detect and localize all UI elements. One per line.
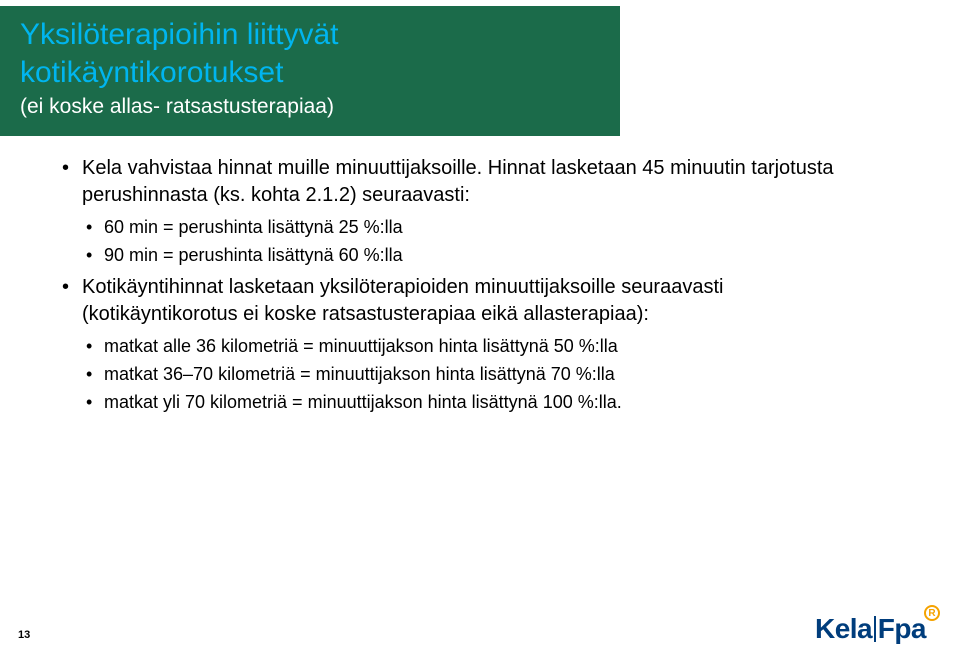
registered-badge-icon: R [924, 605, 940, 621]
bullet-list: Kela vahvistaa hinnat muille minuuttijak… [62, 155, 882, 414]
sub-item-text: matkat alle 36 kilometriä = minuuttijaks… [104, 336, 618, 356]
sub-list: 60 min = perushinta lisättynä 25 %:lla 9… [82, 215, 882, 268]
sub-item-text: matkat 36–70 kilometriä = minuuttijakson… [104, 364, 615, 384]
slide-title: Yksilöterapioihin liittyvät kotikäyntiko… [20, 16, 600, 91]
content-area: Kela vahvistaa hinnat muille minuuttijak… [62, 155, 882, 420]
logo-fpa-wrap: Fpa R [878, 613, 926, 645]
logo-fpa-text: Fpa [878, 613, 926, 644]
kela-fpa-logo: Kela Fpa R [815, 613, 926, 645]
slide-subtitle: (ei koske allas- ratsastusterapiaa) [20, 93, 600, 120]
sub-list-item: 60 min = perushinta lisättynä 25 %:lla [82, 215, 882, 239]
header-banner: Yksilöterapioihin liittyvät kotikäyntiko… [0, 6, 620, 136]
sub-list-item: matkat alle 36 kilometriä = minuuttijaks… [82, 334, 882, 358]
page-number: 13 [18, 629, 30, 641]
sub-list-item: 90 min = perushinta lisättynä 60 %:lla [82, 243, 882, 267]
sub-list: matkat alle 36 kilometriä = minuuttijaks… [82, 334, 882, 415]
sub-item-text: 90 min = perushinta lisättynä 60 %:lla [104, 245, 403, 265]
sub-list-item: matkat 36–70 kilometriä = minuuttijakson… [82, 362, 882, 386]
list-item-text: Kela vahvistaa hinnat muille minuuttijak… [82, 157, 834, 206]
list-item-text: Kotikäyntihinnat lasketaan yksilöterapio… [82, 276, 723, 325]
logo-divider [874, 616, 876, 642]
sub-item-text: 60 min = perushinta lisättynä 25 %:lla [104, 217, 403, 237]
sub-list-item: matkat yli 70 kilometriä = minuuttijakso… [82, 390, 882, 414]
list-item: Kela vahvistaa hinnat muille minuuttijak… [62, 155, 882, 268]
list-item: Kotikäyntihinnat lasketaan yksilöterapio… [62, 274, 882, 415]
sub-item-text: matkat yli 70 kilometriä = minuuttijakso… [104, 392, 622, 412]
slide: Yksilöterapioihin liittyvät kotikäyntiko… [0, 0, 960, 661]
logo-kela-text: Kela [815, 613, 872, 645]
